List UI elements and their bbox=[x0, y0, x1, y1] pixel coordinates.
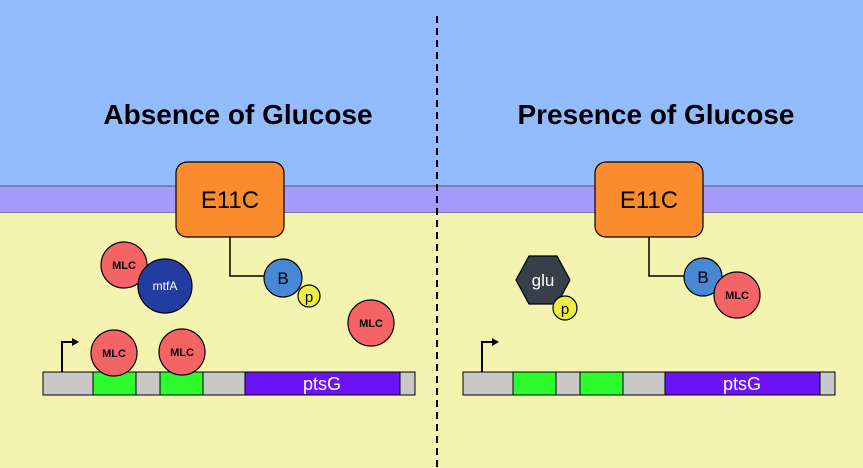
mlc-molecule bbox=[90, 329, 138, 377]
mtfa-protein bbox=[137, 258, 193, 314]
e11c-b-link bbox=[648, 236, 684, 277]
promoter-arrow bbox=[481, 341, 492, 372]
promoter-arrowhead bbox=[72, 338, 79, 346]
promoter-arrowhead bbox=[492, 338, 499, 346]
mlc-label: MLC bbox=[170, 347, 194, 359]
phosphate-label: p bbox=[561, 301, 569, 318]
e11c-b-link bbox=[229, 236, 265, 277]
ptsg-gene-label: ptsG bbox=[723, 374, 761, 394]
glucose-label: glu bbox=[532, 271, 555, 290]
mtfa-label: mtfA bbox=[153, 279, 178, 293]
ptsg-gene-label: ptsG bbox=[303, 374, 341, 394]
e11c-label: E11C bbox=[620, 187, 678, 214]
operator-site bbox=[579, 371, 624, 396]
promoter-arrow bbox=[61, 341, 72, 372]
b-protein-label: B bbox=[277, 269, 288, 288]
mlc-molecule bbox=[713, 271, 761, 319]
extracellular-region bbox=[0, 0, 863, 187]
ptsg-gene bbox=[244, 371, 401, 396]
right-panel-title: Presence of Glucose bbox=[517, 99, 794, 130]
b-protein bbox=[263, 258, 303, 298]
mlc-label: MLC bbox=[725, 290, 749, 302]
phosphate bbox=[297, 284, 321, 308]
e11c-transporter bbox=[175, 161, 285, 238]
mlc-label: MLC bbox=[112, 260, 136, 272]
mlc-label: MLC bbox=[359, 318, 383, 330]
membrane bbox=[0, 185, 863, 214]
right-panel: Presence of Glucose E11C B MLC glu p pts… bbox=[462, 99, 836, 396]
b-protein-label: B bbox=[697, 268, 708, 287]
mlc-molecule bbox=[347, 299, 395, 347]
left-panel-title: Absence of Glucose bbox=[103, 99, 372, 130]
operator-site bbox=[512, 371, 557, 396]
mlc-molecule bbox=[158, 328, 206, 376]
phosphate-label: p bbox=[305, 289, 313, 306]
e11c-label: E11C bbox=[201, 187, 259, 214]
phosphate bbox=[552, 295, 578, 321]
left-panel: Absence of Glucose E11C B p MLC mtfA MLC… bbox=[42, 99, 416, 396]
mlc-label: MLC bbox=[102, 348, 126, 360]
e11c-transporter bbox=[594, 161, 704, 238]
mlc-molecule bbox=[100, 241, 148, 289]
ptsg-gene bbox=[664, 371, 821, 396]
